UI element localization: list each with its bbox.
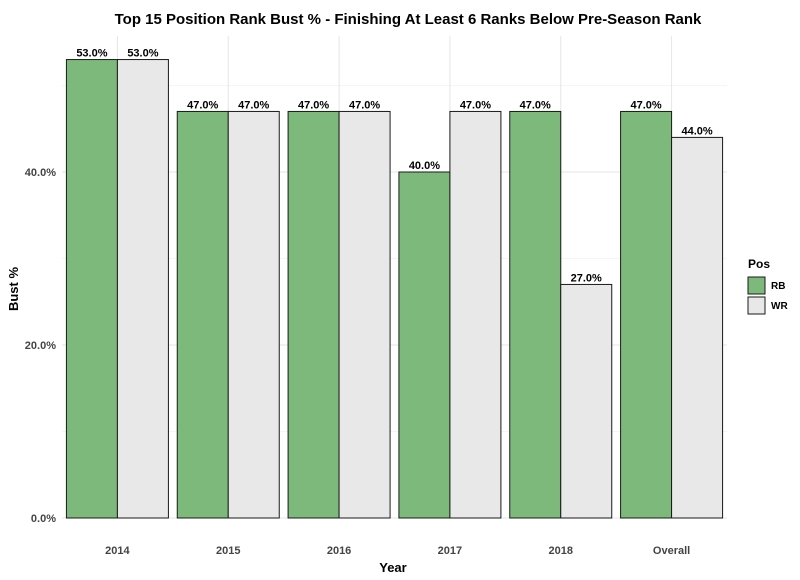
data-label: 47.0% xyxy=(238,99,269,111)
bar-rb-2018 xyxy=(509,110,562,519)
x-axis-ticks: 2014 2015 2016 2017 2018 Overall xyxy=(105,545,690,557)
bar-rb-2017 xyxy=(398,171,451,519)
x-tick-label: 2017 xyxy=(438,545,462,557)
x-tick-label: Overall xyxy=(653,545,690,557)
y-tick-label: 0.0% xyxy=(31,513,56,525)
data-labels: 53.0% 53.0% 47.0% 47.0% 47.0% 47.0% 40.0% 47.0%… xyxy=(76,48,713,285)
bar-rb-2015 xyxy=(176,110,229,519)
bar-wr-2017 xyxy=(449,110,502,519)
x-tick-label: 2014 xyxy=(105,545,130,557)
bar-wr-2014 xyxy=(116,59,169,519)
data-label: 47.0% xyxy=(298,99,329,111)
chart-title: Top 15 Position Rank Bust % - Finishing … xyxy=(115,11,702,28)
bar-rb-overall xyxy=(620,110,673,519)
bar-wr-2016 xyxy=(338,110,391,519)
data-label: 47.0% xyxy=(520,99,551,111)
data-label: 53.0% xyxy=(76,48,107,60)
data-label: 40.0% xyxy=(409,160,440,172)
y-axis-title: Bust % xyxy=(6,267,21,312)
y-axis-ticks: 0.0% 20.0% 40.0% xyxy=(25,167,56,525)
legend-swatch-wr xyxy=(747,296,766,315)
bar-wr-2018 xyxy=(560,283,613,519)
bar-wr-overall xyxy=(671,136,724,519)
x-tick-label: 2018 xyxy=(549,545,573,557)
data-label: 27.0% xyxy=(571,272,602,284)
data-label: 47.0% xyxy=(630,99,661,111)
data-label: 47.0% xyxy=(187,99,218,111)
legend-title: Pos xyxy=(748,257,770,271)
legend-label-wr: WR xyxy=(771,301,788,312)
y-tick-label: 40.0% xyxy=(25,167,56,179)
bar-wr-2015 xyxy=(227,110,280,519)
bars xyxy=(65,59,724,519)
bar-rb-2014 xyxy=(65,59,118,519)
legend-label-rb: RB xyxy=(771,281,785,292)
data-label: 53.0% xyxy=(127,48,158,60)
y-tick-label: 20.0% xyxy=(25,340,56,352)
x-tick-label: 2015 xyxy=(216,545,240,557)
data-label: 44.0% xyxy=(681,125,712,137)
legend: Pos RB WR xyxy=(747,257,788,315)
data-label: 47.0% xyxy=(349,99,380,111)
bar-rb-2016 xyxy=(287,110,340,519)
x-axis-title: Year xyxy=(379,560,406,575)
legend-swatch-rb xyxy=(747,276,766,295)
data-label: 47.0% xyxy=(460,99,491,111)
x-tick-label: 2016 xyxy=(327,545,351,557)
